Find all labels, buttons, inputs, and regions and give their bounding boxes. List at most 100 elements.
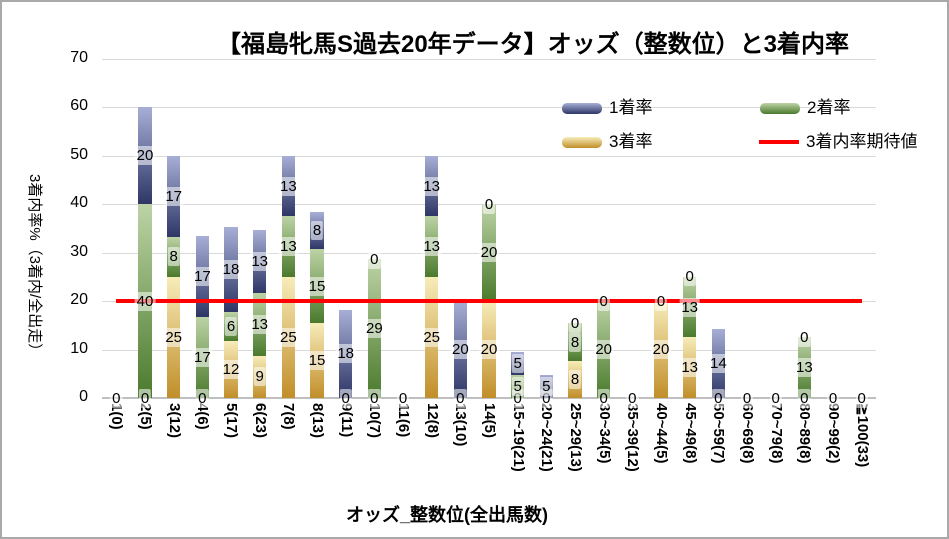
data-label: 13 xyxy=(249,251,270,271)
data-label: 0 xyxy=(798,388,811,408)
x-tick-label: 70~79(8) xyxy=(767,403,785,464)
x-tick-label: 40~44(5) xyxy=(653,403,670,464)
data-label: 0 xyxy=(798,327,811,347)
x-tick-label: 13(10) xyxy=(452,403,470,447)
data-label: 14 xyxy=(707,353,729,373)
data-label: 0 xyxy=(826,388,840,408)
data-label: 0 xyxy=(597,388,610,408)
data-label: 17 xyxy=(163,186,184,206)
data-label: 0 xyxy=(110,388,123,408)
data-label: 15 xyxy=(306,276,328,296)
data-label: 13 xyxy=(679,297,700,317)
legend-label-third-rate: 3着率 xyxy=(609,132,653,151)
x-tick-label: 5(17) xyxy=(223,403,240,439)
data-label: 40 xyxy=(134,291,156,311)
data-label: 0 xyxy=(454,388,467,408)
data-label: 6 xyxy=(224,317,238,337)
legend-item-second-rate: 2着率 xyxy=(760,98,850,118)
y-tick-label: 0 xyxy=(79,388,88,405)
data-label: 12 xyxy=(220,359,242,379)
x-tick-label: 7(8) xyxy=(280,403,298,430)
data-label: 0 xyxy=(712,388,725,408)
y-gridline xyxy=(102,155,876,157)
data-label: 25 xyxy=(163,327,184,347)
data-label: 8 xyxy=(568,332,582,352)
third-rate-swatch-icon xyxy=(562,136,602,148)
x-axis-title: オッズ_整数位(全出馬数) xyxy=(346,505,548,525)
data-label: 29 xyxy=(363,319,385,339)
data-label: 17 xyxy=(191,267,213,287)
y-tick-label: 10 xyxy=(70,339,88,357)
first-rate-swatch-icon xyxy=(562,102,602,114)
data-label: 8 xyxy=(568,369,582,389)
data-label: 25 xyxy=(277,327,299,347)
x-tick-label: 10(7) xyxy=(366,403,384,439)
data-label: 0 xyxy=(626,388,639,408)
y-tick-label: 60 xyxy=(70,97,88,115)
x-tick-label: 30~34(5) xyxy=(595,403,613,464)
x-tick-label: 25~29(13) xyxy=(567,403,584,472)
legend-label-expected-line: 3着内率期待値 xyxy=(806,132,918,151)
x-tick-label: 15~19(21) xyxy=(509,403,527,472)
data-label: 13 xyxy=(793,358,815,378)
data-label: 5 xyxy=(540,376,553,396)
data-label: 13 xyxy=(277,237,299,257)
data-label: 0 xyxy=(368,249,381,269)
data-label: 0 xyxy=(138,388,152,408)
legend-item-third-rate: 3着率 xyxy=(562,132,652,152)
x-axis-baseline xyxy=(102,397,876,399)
data-label: 0 xyxy=(683,267,696,287)
legend-label-first-rate: 1着率 xyxy=(609,98,653,117)
data-label: 5 xyxy=(511,376,524,396)
x-tick-label: 45~49(8) xyxy=(681,403,699,464)
legend-label-second-rate: 2着率 xyxy=(807,98,851,117)
y-tick-label: 70 xyxy=(70,49,88,66)
chart-title: 【福島牝馬S過去20年データ】オッズ（整数位）と3着内率 xyxy=(153,31,913,59)
y-gridline xyxy=(102,107,876,109)
x-tick-label: 20~24(21) xyxy=(538,403,556,472)
data-label: 15 xyxy=(306,351,328,371)
y-gridline xyxy=(102,59,876,60)
data-label: 17 xyxy=(191,348,213,368)
data-label: 8 xyxy=(167,247,180,267)
second-rate-swatch-icon xyxy=(760,102,800,114)
data-label: 13 xyxy=(421,237,442,257)
x-tick-label: 80~89(8) xyxy=(796,403,814,464)
data-label: 5 xyxy=(511,353,524,373)
data-label: 13 xyxy=(249,314,270,334)
data-label: 20 xyxy=(593,340,614,360)
x-tick-label: 8(13) xyxy=(309,403,326,439)
x-tick-label: 35~39(12) xyxy=(624,403,642,472)
legend-item-first-rate: 1着率 xyxy=(562,98,652,118)
expected-line-swatch-icon xyxy=(759,140,799,144)
data-label: 20 xyxy=(478,340,500,360)
x-tick-label: 14(5) xyxy=(481,403,498,439)
data-label: 0 xyxy=(740,388,754,408)
data-label: 20 xyxy=(650,340,672,360)
data-label: 0 xyxy=(482,194,496,214)
x-tick-label: 11(6) xyxy=(395,403,412,438)
x-tick-label: 9(11) xyxy=(337,403,355,438)
data-label: 0 xyxy=(654,291,668,311)
y-tick-label: 50 xyxy=(70,145,88,163)
y-tick-label: 30 xyxy=(70,242,88,260)
y-tick-label: 20 xyxy=(70,291,88,309)
x-tick-label: 6(23) xyxy=(251,403,269,439)
data-label: 0 xyxy=(368,388,381,408)
data-label: 18 xyxy=(220,260,242,280)
data-label: 0 xyxy=(597,291,610,311)
data-label: 18 xyxy=(335,344,356,364)
x-tick-label: 60~69(8) xyxy=(739,403,756,464)
x-tick-label: 12(8) xyxy=(423,403,441,439)
data-label: 0 xyxy=(396,388,410,408)
data-label: 20 xyxy=(478,243,500,263)
data-label: 0 xyxy=(568,313,582,333)
data-label: 20 xyxy=(134,146,156,166)
data-label: 13 xyxy=(679,358,700,378)
data-label: 0 xyxy=(769,388,782,408)
expected-value-line xyxy=(116,299,862,304)
legend-item-expected-line: 3着内率期待値 xyxy=(759,132,917,152)
data-label: 9 xyxy=(253,367,266,387)
x-tick-label: 90~99(2) xyxy=(825,403,842,464)
